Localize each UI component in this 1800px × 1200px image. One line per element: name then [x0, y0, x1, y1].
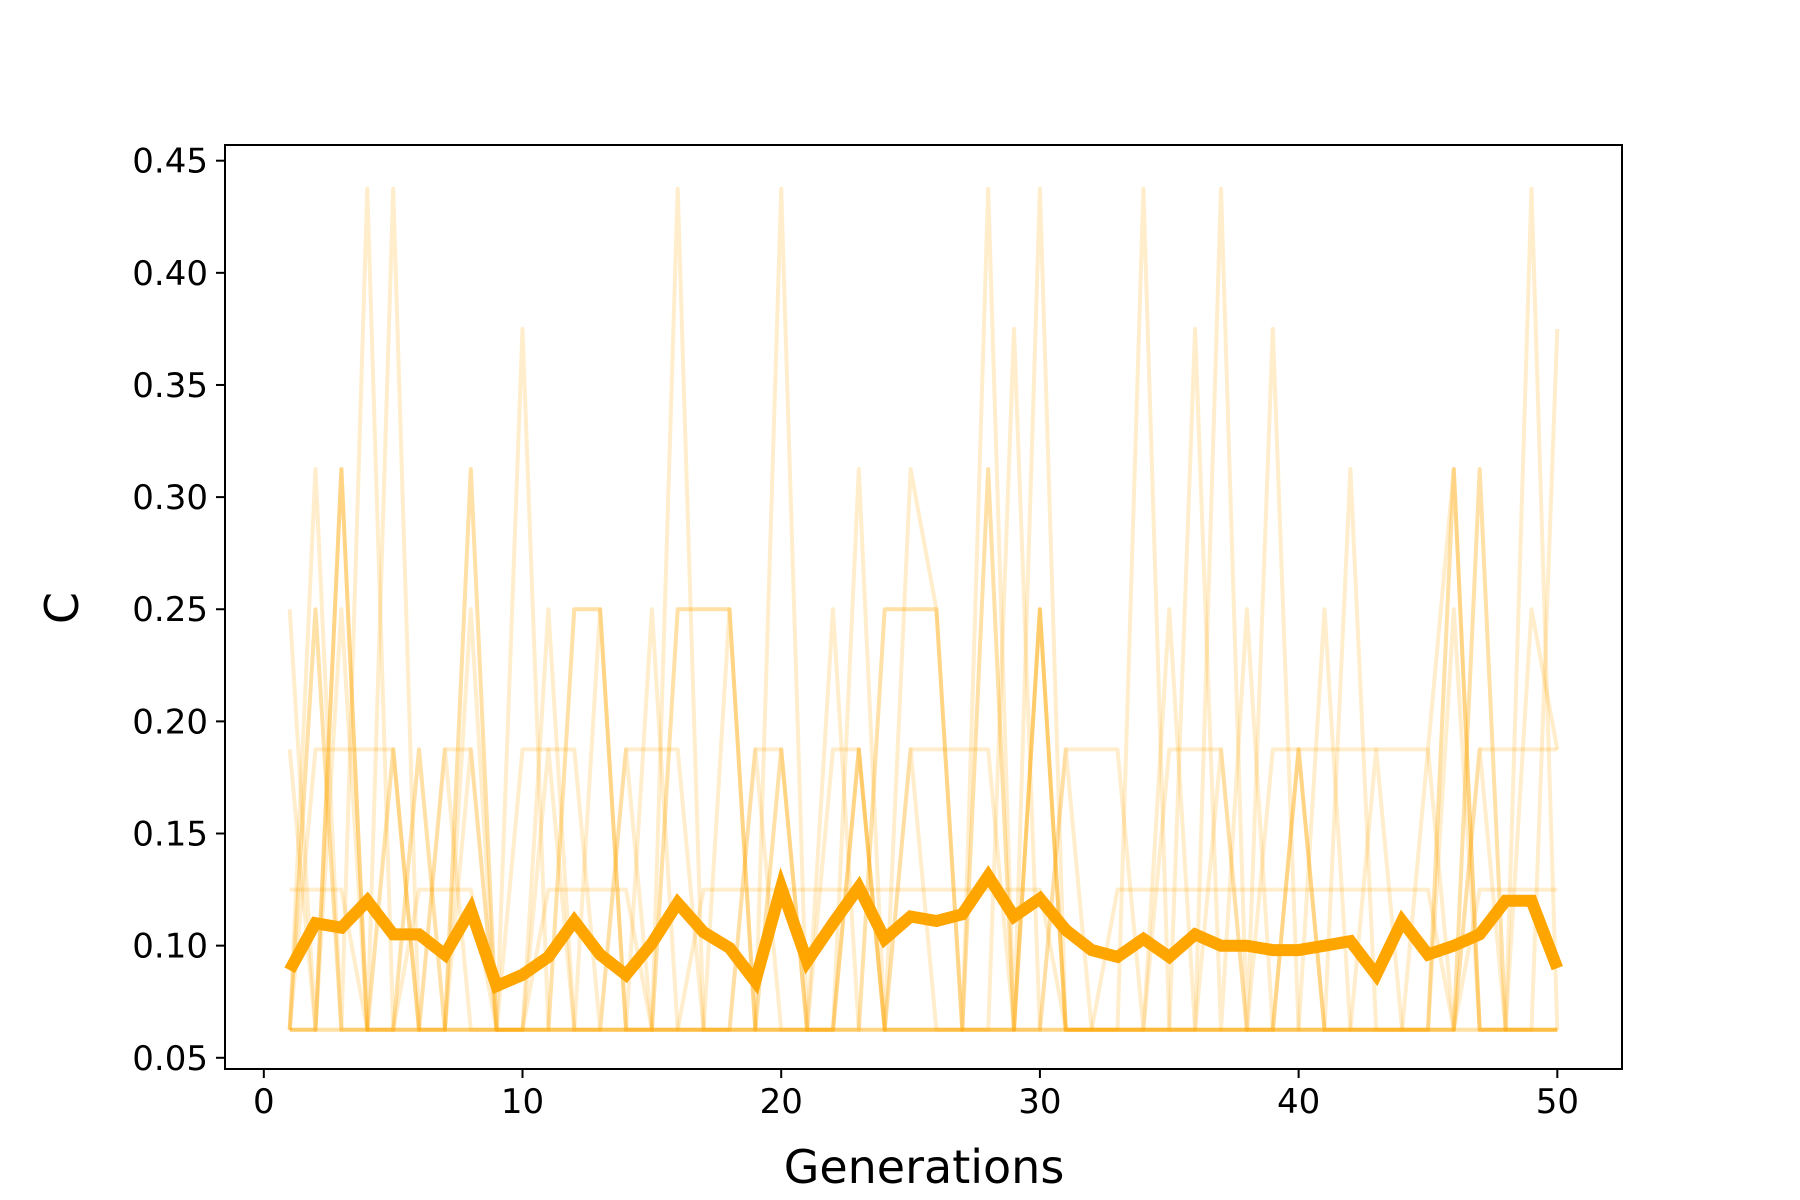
y-tick-label: 0.40 — [132, 254, 208, 294]
run-series-line-7 — [289, 467, 1558, 1032]
series-layer — [284, 186, 1563, 1032]
run-series-line-6 — [287, 467, 1558, 1032]
y-tick-label: 0.35 — [132, 366, 208, 406]
mean-series-line — [284, 865, 1563, 995]
x-tick-label: 50 — [1536, 1082, 1579, 1122]
y-axis-label: C — [35, 592, 89, 624]
y-tick-label: 0.15 — [132, 815, 208, 855]
x-tick-label: 40 — [1277, 1082, 1320, 1122]
y-tick-label: 0.20 — [132, 702, 208, 742]
y-tick-label: 0.45 — [132, 142, 208, 182]
x-tick-label: 0 — [253, 1082, 275, 1122]
axes-layer: 0 10 20 30 40 50 0.05 0.10 0.15 0.20 0.25 0.30 0.35 0… — [132, 142, 1623, 1122]
x-tick-label: 10 — [501, 1082, 544, 1122]
y-tick-label: 0.10 — [132, 927, 208, 967]
y-tick-label: 0.30 — [132, 478, 208, 518]
x-tick-label: 20 — [760, 1082, 803, 1122]
run-series-line-3 — [287, 607, 1560, 1032]
run-series-line-2 — [287, 186, 1560, 1032]
run-series-line-1 — [287, 186, 1560, 1032]
plot-frame — [224, 144, 1623, 1070]
run-series-line-4 — [289, 887, 1558, 1032]
x-tick-label: 30 — [1018, 1082, 1061, 1122]
y-tick-label: 0.25 — [132, 590, 208, 630]
x-axis-label: Generations — [784, 1140, 1065, 1194]
y-tick-label: 0.05 — [132, 1039, 208, 1079]
